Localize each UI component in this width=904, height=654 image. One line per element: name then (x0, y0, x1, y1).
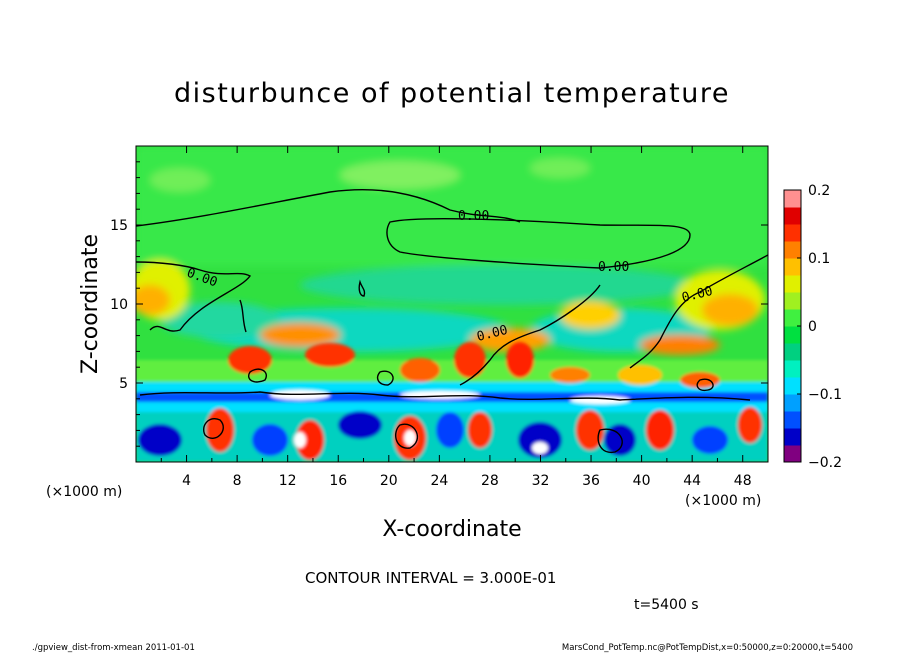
contour-interval: CONTOUR INTERVAL = 3.000E-01 (305, 569, 556, 587)
colorbar-segment (784, 377, 801, 395)
y-tick-label: 10 (110, 297, 128, 313)
colorbar-segment (784, 445, 801, 463)
colorbar-segment (784, 326, 801, 344)
x-unit-label-right: (×1000 m) (685, 493, 761, 509)
colorbar-segment (784, 241, 801, 259)
colorbar-segment (784, 258, 801, 276)
footer-right: MarsCond_PotTemp.nc@PotTempDist,x=0:5000… (562, 643, 853, 653)
colorbar-segment (784, 343, 801, 361)
chart-title: disturbunce of potential temperature (174, 78, 730, 109)
y-tick-label: 5 (119, 376, 128, 392)
x-tick-label: 48 (734, 473, 752, 489)
x-unit-label: (×1000 m) (46, 484, 122, 500)
x-axis-title: X-coordinate (382, 517, 521, 542)
time-label: t=5400 s (634, 597, 699, 613)
contour-label: 0.00 (475, 323, 509, 345)
x-tick-label: 32 (532, 473, 550, 489)
x-tick-label: 36 (582, 473, 600, 489)
x-tick-label: 20 (380, 473, 398, 489)
footer-left: ./gpview_dist-from-xmean 2011-01-01 (32, 643, 195, 653)
contour-label: 0.00 (598, 260, 629, 275)
colorbar-segment (784, 411, 801, 429)
x-tick-label: 24 (430, 473, 448, 489)
colorbar-segment (784, 394, 801, 412)
colorbar: 0.2 0.1 0 −0.1 −0.2 (784, 183, 842, 471)
x-tick-label: 8 (233, 473, 242, 489)
upper-field (136, 146, 768, 355)
colorbar-segment (784, 224, 801, 242)
colorbar-segment (784, 428, 801, 446)
x-tick-label: 40 (633, 473, 651, 489)
contour-label: 0.00 (458, 209, 489, 224)
x-tick-label: 12 (279, 473, 297, 489)
x-tick-label: 16 (329, 473, 347, 489)
y-tick-label: 15 (110, 218, 128, 234)
lower-field (136, 342, 768, 462)
x-tick-label: 4 (182, 473, 191, 489)
plot-area: 0.00 0.00 0.00 0.00 0.00 (136, 146, 768, 462)
colorbar-segment (784, 309, 801, 327)
colorbar-segment (784, 360, 801, 378)
contour-label: 0.00 (680, 284, 714, 306)
contour-lines (136, 189, 768, 454)
y-axis-title: Z-coordinate (78, 234, 103, 374)
x-tick-label: 28 (481, 473, 499, 489)
colorbar-tick-label: 0 (808, 319, 817, 335)
colorbar-segment (784, 292, 801, 310)
colorbar-frame (783, 189, 802, 463)
colorbar-segment (784, 190, 801, 208)
colorbar-segment (784, 207, 801, 225)
colorbar-tick-label: −0.1 (808, 387, 842, 403)
colorbar-tick-label: 0.2 (808, 183, 830, 199)
colorbar-tick-label: −0.2 (808, 455, 842, 471)
colorbar-tick-label: 0.1 (808, 251, 830, 267)
colorbar-segment (784, 275, 801, 293)
x-tick-label: 44 (683, 473, 701, 489)
